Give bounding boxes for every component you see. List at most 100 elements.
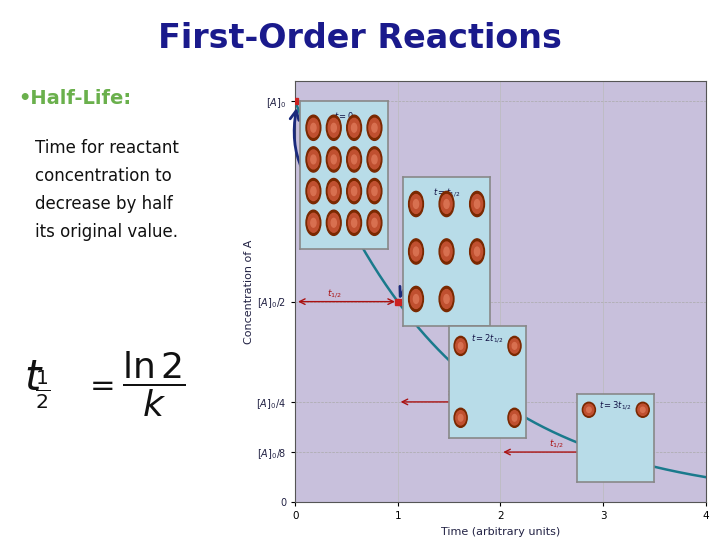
Circle shape	[413, 200, 418, 208]
Circle shape	[508, 408, 521, 427]
Circle shape	[308, 150, 319, 169]
Text: $t_{1/2}$: $t_{1/2}$	[327, 287, 341, 300]
Circle shape	[326, 147, 341, 172]
Circle shape	[369, 118, 380, 137]
Circle shape	[347, 115, 361, 140]
Circle shape	[311, 123, 316, 132]
Circle shape	[474, 200, 480, 208]
Circle shape	[326, 179, 341, 204]
Circle shape	[638, 404, 648, 415]
Circle shape	[328, 150, 339, 169]
Circle shape	[369, 213, 380, 232]
Circle shape	[308, 181, 319, 200]
Text: $=$: $=$	[84, 369, 114, 399]
Circle shape	[306, 179, 321, 204]
Circle shape	[410, 194, 422, 213]
Circle shape	[508, 336, 521, 355]
Circle shape	[348, 181, 360, 200]
Circle shape	[444, 200, 449, 208]
Circle shape	[326, 210, 341, 235]
Circle shape	[439, 191, 454, 217]
Circle shape	[347, 179, 361, 204]
Circle shape	[413, 294, 418, 303]
Circle shape	[439, 286, 454, 312]
X-axis label: Time (arbitrary units): Time (arbitrary units)	[441, 527, 560, 537]
Circle shape	[369, 150, 380, 169]
Circle shape	[306, 147, 321, 172]
Text: $t_{1/2}$: $t_{1/2}$	[447, 387, 462, 400]
Circle shape	[456, 339, 466, 353]
Text: $\dfrac{\ln 2}{k}$: $\dfrac{\ln 2}{k}$	[122, 349, 186, 418]
Circle shape	[441, 289, 452, 308]
Circle shape	[410, 289, 422, 308]
Text: $t = t_{1/2}$: $t = t_{1/2}$	[433, 186, 460, 199]
Circle shape	[306, 210, 321, 235]
Circle shape	[331, 218, 336, 227]
Circle shape	[408, 239, 423, 264]
Circle shape	[328, 118, 339, 137]
Circle shape	[510, 410, 519, 425]
Circle shape	[348, 213, 360, 232]
Circle shape	[347, 147, 361, 172]
Circle shape	[439, 239, 454, 264]
Circle shape	[413, 247, 418, 256]
Circle shape	[474, 247, 480, 256]
Circle shape	[311, 155, 316, 164]
Circle shape	[441, 194, 452, 213]
Circle shape	[636, 402, 649, 417]
Circle shape	[331, 123, 336, 132]
Circle shape	[454, 408, 467, 427]
Circle shape	[328, 213, 339, 232]
Circle shape	[369, 181, 380, 200]
Circle shape	[347, 210, 361, 235]
Circle shape	[348, 150, 360, 169]
Text: •Half-Life:: •Half-Life:	[18, 89, 131, 108]
Circle shape	[372, 218, 377, 227]
Circle shape	[367, 179, 382, 204]
Circle shape	[587, 407, 591, 413]
Circle shape	[512, 342, 517, 349]
Text: $t_{\!\frac{1}{2}}$: $t_{\!\frac{1}{2}}$	[24, 357, 50, 410]
Circle shape	[351, 155, 356, 164]
Circle shape	[348, 118, 360, 137]
Circle shape	[351, 218, 356, 227]
Circle shape	[372, 187, 377, 195]
Circle shape	[408, 286, 423, 312]
Text: First-Order Reactions: First-Order Reactions	[158, 22, 562, 55]
Text: $t = 0$: $t = 0$	[334, 110, 354, 121]
Circle shape	[469, 239, 485, 264]
Circle shape	[454, 336, 467, 355]
Circle shape	[308, 118, 319, 137]
Circle shape	[510, 339, 519, 353]
Text: $t = 2t_{1/2}$: $t = 2t_{1/2}$	[471, 333, 504, 345]
Circle shape	[367, 210, 382, 235]
Circle shape	[584, 404, 594, 415]
Circle shape	[311, 187, 316, 195]
Circle shape	[459, 342, 463, 349]
Circle shape	[472, 242, 482, 261]
Circle shape	[311, 218, 316, 227]
Circle shape	[372, 123, 377, 132]
Circle shape	[472, 194, 482, 213]
Circle shape	[444, 247, 449, 256]
Circle shape	[351, 187, 356, 195]
Circle shape	[367, 147, 382, 172]
Circle shape	[469, 191, 485, 217]
Y-axis label: Concentration of A: Concentration of A	[243, 239, 253, 344]
Circle shape	[351, 123, 356, 132]
Circle shape	[328, 181, 339, 200]
Circle shape	[410, 242, 422, 261]
Circle shape	[512, 415, 517, 421]
Circle shape	[408, 191, 423, 217]
Circle shape	[326, 115, 341, 140]
Circle shape	[444, 294, 449, 303]
Circle shape	[582, 402, 595, 417]
Text: Time for reactant
concentration to
decrease by half
its original value.: Time for reactant concentration to decre…	[35, 139, 179, 240]
Circle shape	[306, 115, 321, 140]
Circle shape	[641, 407, 645, 413]
Circle shape	[459, 415, 463, 421]
Circle shape	[441, 242, 452, 261]
Circle shape	[372, 155, 377, 164]
Circle shape	[308, 213, 319, 232]
Circle shape	[331, 155, 336, 164]
